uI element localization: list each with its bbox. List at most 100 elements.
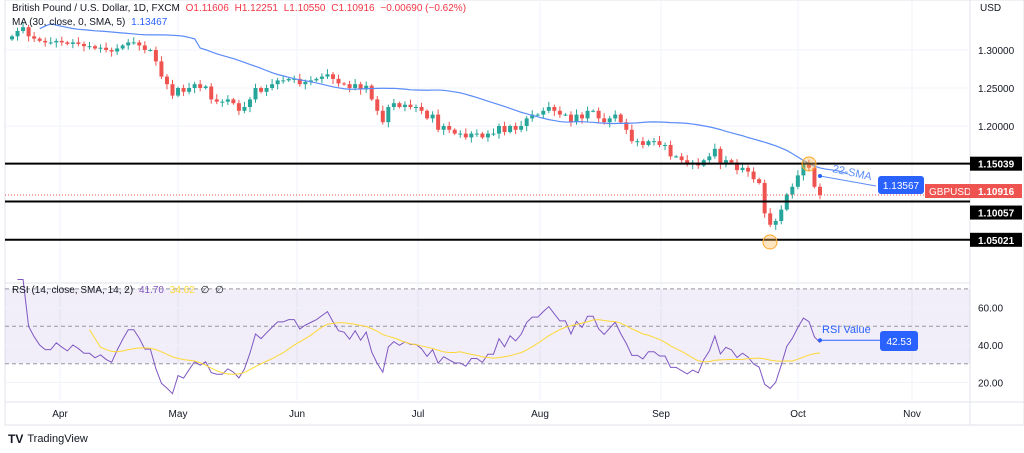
candle-body [170,84,175,96]
candle-body [21,27,26,32]
candle-body [535,114,540,116]
candle-body [109,50,114,52]
candle-body [225,99,230,102]
candle-body [480,133,485,138]
candle-body [342,83,347,85]
candle-body [330,74,335,79]
candle-body [757,179,762,183]
ohlc-high: H1.12251 [234,3,278,14]
candle-body [120,45,125,49]
candle-body [336,78,341,84]
candle-body [131,42,136,44]
candle-body [15,31,20,37]
candle-body [292,78,297,80]
candle-body [806,163,811,168]
candle-body [148,50,153,51]
candle-body [795,175,800,187]
candle-body [347,84,352,88]
candle-body [259,87,264,92]
candle-body [773,220,778,225]
candle-body [668,144,673,157]
candle-body [93,46,98,49]
sma-callout-point [818,174,822,178]
x-tick-label: Nov [903,409,921,420]
candle-body [236,103,241,111]
ma-value: 1.13467 [131,17,168,28]
moving-average-line [39,23,848,175]
level-label: 1.10057 [978,209,1015,220]
tradingview-logo[interactable]: TV TradingView [8,432,88,446]
candle-body [10,36,14,40]
x-tick-label: Sep [652,409,670,420]
candle-body [629,129,634,142]
candle-body [153,50,158,62]
candle-body [70,42,75,44]
candle-body [607,118,612,123]
candle-body [441,125,446,130]
candle-body [286,78,291,81]
candle-body [818,186,822,196]
sma-value: 1.13567 [883,181,920,192]
candle-body [425,110,430,119]
sma-callout-line [819,175,877,187]
candle-body [253,87,258,100]
symbol-title: British Pound / U.S. Dollar, 1D, FXCM [12,3,180,14]
candle-body [198,84,203,88]
candle-body [37,38,42,41]
candle-body [513,125,518,130]
candle-body [319,76,324,79]
candle-body [375,99,380,111]
candle-body [546,106,551,111]
candle-body [768,213,773,225]
candle-body [369,85,374,100]
candle-body [192,84,197,88]
rsi-tick-label: 40.00 [978,341,1003,352]
rsi-extra-1: ∅ [200,285,210,296]
swing-low-marker [762,234,778,250]
candle-body [209,86,214,100]
candle-body [297,78,302,85]
candle-body [524,118,529,126]
candle-body [358,84,363,90]
candle-body [508,125,513,133]
candle-body [746,167,751,172]
candle-body [497,125,502,134]
candle-body [447,125,452,130]
candle-body [176,87,181,96]
tradingview-logo-text: TradingView [27,433,88,445]
rsi-ma-value: 34.62 [169,285,195,296]
ohlc-change: −0.00690 (−0.62%) [380,3,467,14]
candle-body [187,87,192,92]
candle-body [580,114,585,119]
candle-body [463,133,468,138]
swing-high-marker [801,156,817,172]
candle-body [87,46,92,48]
price-tick-label: 1.25000 [978,84,1015,95]
rsi-legend[interactable]: RSI (14, close, SMA, 14, 2) 41.70 34.62 … [12,285,227,296]
candle-body [270,84,275,88]
candle-body [59,40,64,43]
ma-legend[interactable]: MA (30, close, 0, SMA, 5) 1.13467 [12,17,170,28]
rsi-band [5,288,970,364]
rsi-tick-label: 60.00 [978,304,1003,315]
candle-body [391,103,396,107]
candle-body [142,45,147,50]
rsi-value: 41.70 [138,285,164,296]
candle-body [242,106,247,111]
candle-body [54,40,59,43]
sma-value-box [878,176,924,194]
symbol-legend: British Pound / U.S. Dollar, 1D, FXCM O1… [12,3,469,14]
candle-body [81,43,86,47]
candle-body [707,156,712,161]
candle-body [419,106,424,111]
candle-body [751,171,756,180]
candle-body [43,40,48,43]
symbol-tag-bg [925,184,970,199]
candle-body [281,80,286,82]
rsi-line [17,279,821,395]
candle-body [657,141,662,145]
candle-body [98,47,103,49]
candle-body [164,76,169,85]
